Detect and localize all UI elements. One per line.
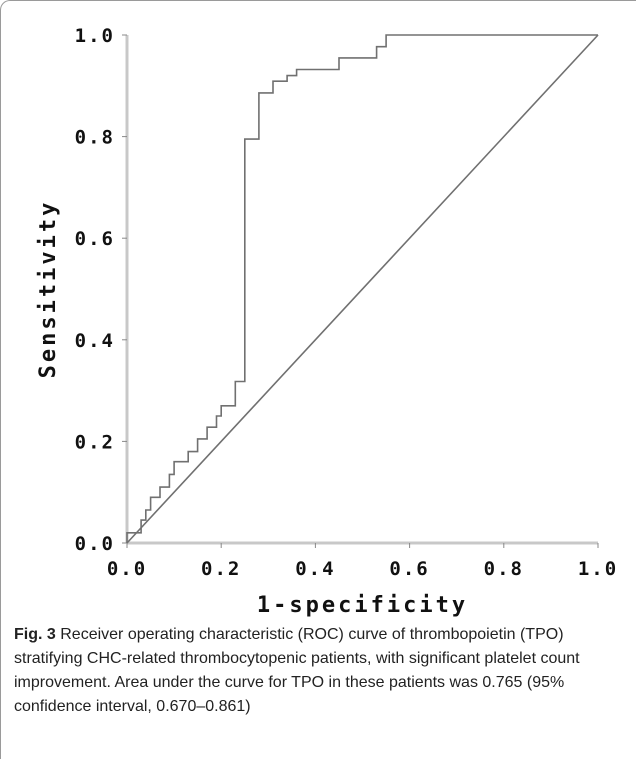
x-axis-label: 1-specificity: [257, 593, 468, 618]
y-tick-label: 1.0: [75, 25, 115, 47]
axes: [122, 34, 599, 548]
figure-caption: Fig. 3 Receiver operating characteristic…: [14, 623, 622, 719]
caption-label: Fig. 3: [14, 626, 56, 643]
tick-labels: 0.0 0.2 0.4 0.6 0.8 1.0 0.0 0.2 0.4 0.6 0.8 1.0: [75, 25, 618, 580]
x-tick-label: 0.0: [107, 558, 147, 580]
x-tick-label: 0.4: [295, 558, 335, 580]
y-tick-label: 0.2: [75, 431, 115, 453]
y-tick-label: 0.0: [75, 533, 115, 555]
y-tick-label: 0.4: [75, 330, 115, 352]
y-axis-label: Sensitivity: [36, 200, 61, 379]
series-layer: [126, 34, 599, 544]
x-tick-label: 0.2: [201, 558, 241, 580]
reference-diagonal: [126, 34, 599, 544]
roc-curve: [126, 34, 598, 543]
x-tick-label: 0.6: [389, 558, 429, 580]
x-tick-label: 1.0: [578, 558, 618, 580]
y-tick-label: 0.8: [75, 127, 115, 149]
y-tick-label: 0.6: [75, 228, 115, 250]
caption-text: Receiver operating characteristic (ROC) …: [14, 626, 580, 715]
roc-chart: 0.0 0.2 0.4 0.6 0.8 1.0 0.0 0.2 0.4 0.6 0.8 1.0 1-s…: [36, 25, 618, 618]
x-tick-label: 0.8: [484, 558, 524, 580]
